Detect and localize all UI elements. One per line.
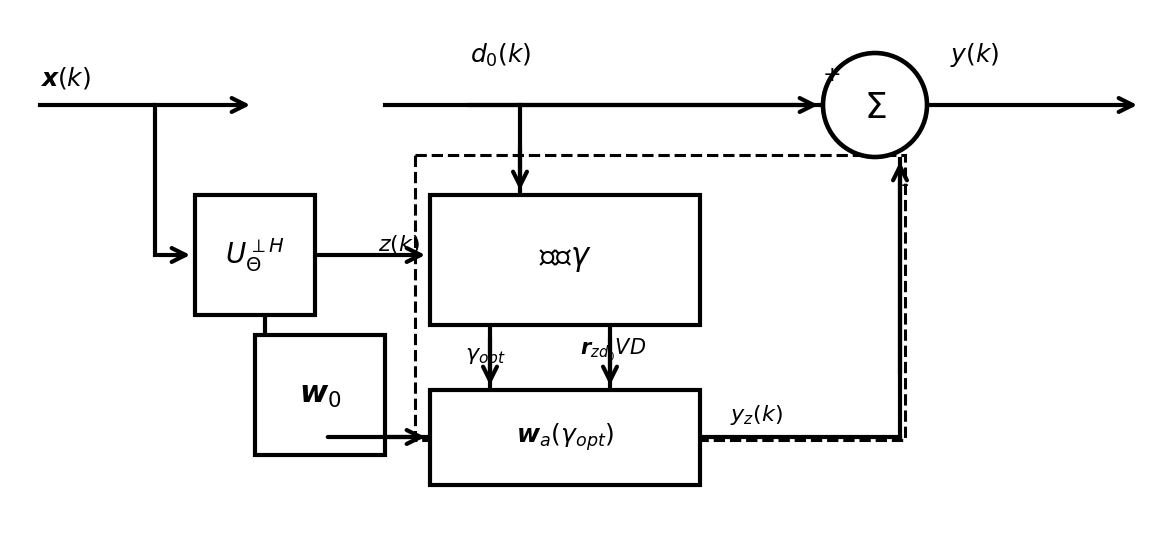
- Bar: [429, 390, 700, 485]
- Bar: [415, 155, 904, 440]
- Text: $\boldsymbol{w}_0$: $\boldsymbol{w}_0$: [299, 381, 341, 410]
- Bar: [195, 195, 315, 315]
- Bar: [429, 195, 700, 325]
- Text: -: -: [901, 175, 909, 195]
- Text: $\gamma_{opt}$: $\gamma_{opt}$: [464, 347, 506, 369]
- Text: $d_0(k)$: $d_0(k)$: [470, 42, 531, 68]
- Text: +: +: [823, 65, 841, 85]
- Text: $\boldsymbol{w}_a(\gamma_{opt})$: $\boldsymbol{w}_a(\gamma_{opt})$: [516, 421, 614, 453]
- Text: $U_{\Theta}^{\perp H}$: $U_{\Theta}^{\perp H}$: [225, 236, 285, 274]
- Text: $\Sigma$: $\Sigma$: [864, 91, 886, 125]
- Ellipse shape: [823, 53, 927, 157]
- Bar: [256, 335, 385, 455]
- Text: $z(k)$: $z(k)$: [378, 233, 420, 257]
- Text: $y_z(k)$: $y_z(k)$: [731, 403, 783, 427]
- Text: $\boldsymbol{r}_{zd_0}$VD: $\boldsymbol{r}_{zd_0}$VD: [580, 337, 647, 363]
- Text: $y(k)$: $y(k)$: [950, 41, 999, 69]
- Text: $\boldsymbol{x}(k)$: $\boldsymbol{x}(k)$: [40, 65, 91, 91]
- Text: 计算$\gamma$: 计算$\gamma$: [539, 245, 592, 274]
